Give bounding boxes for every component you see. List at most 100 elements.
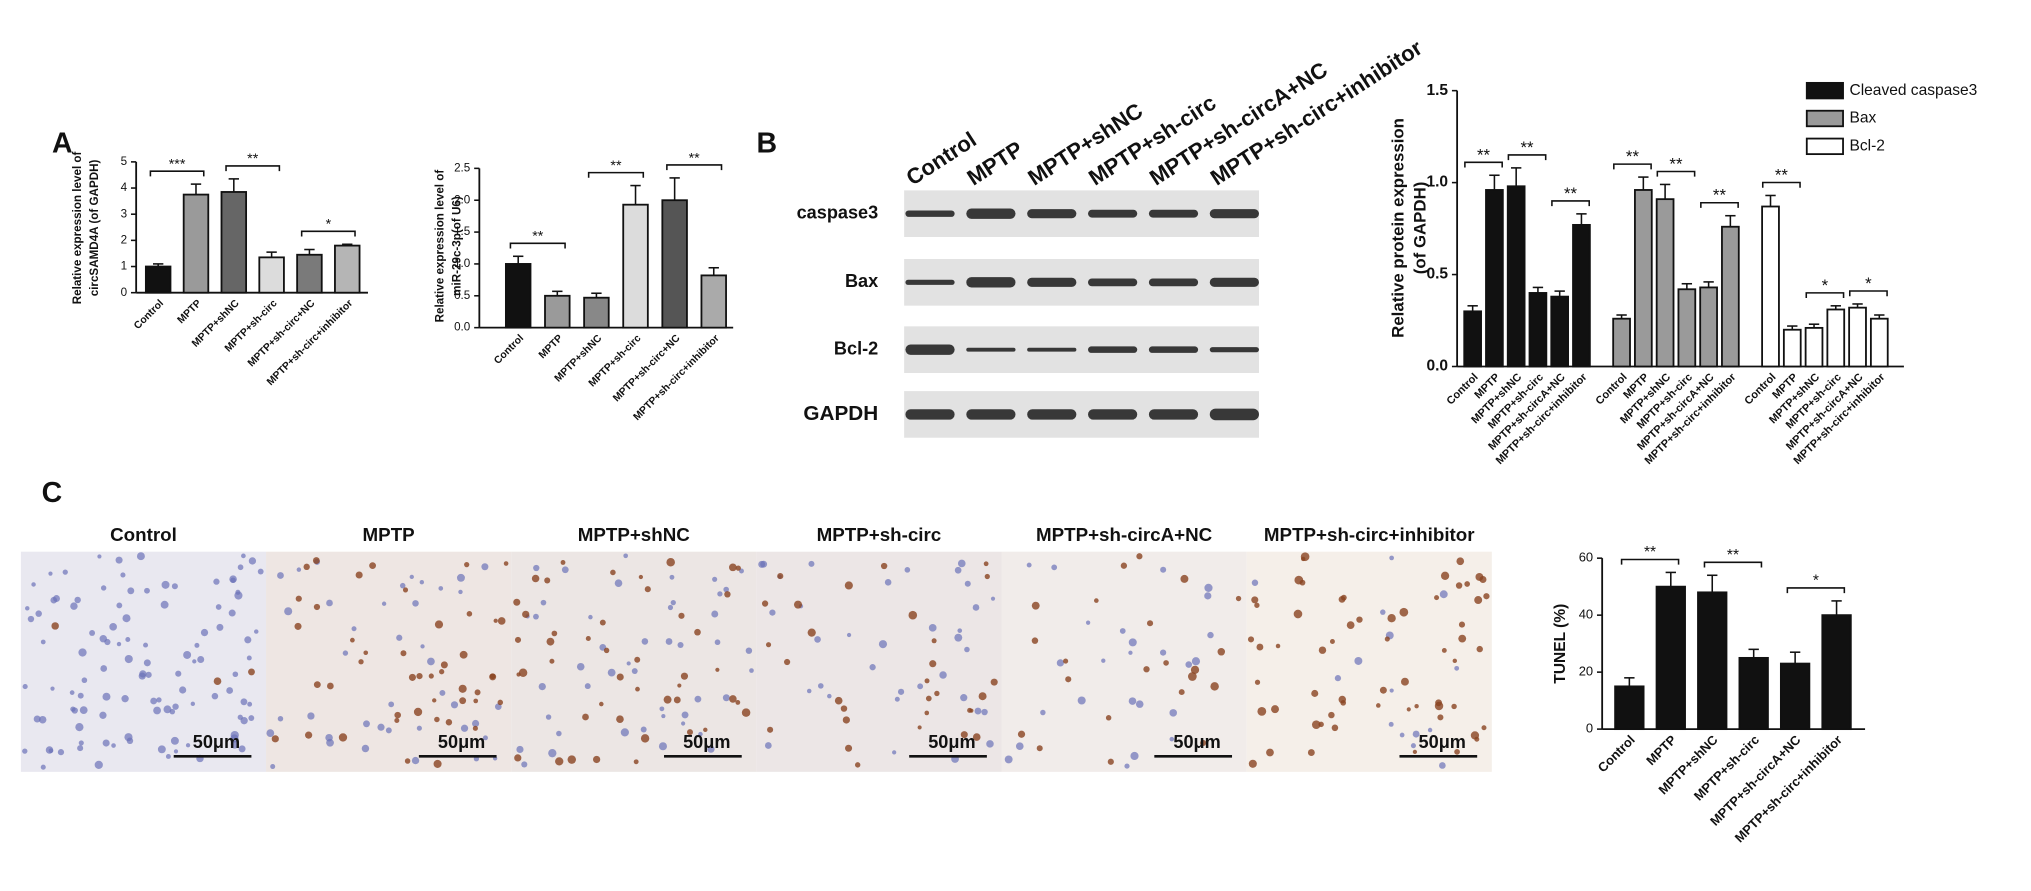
nucleus bbox=[1300, 556, 1306, 562]
nucleus bbox=[192, 659, 197, 664]
nucleus bbox=[232, 671, 239, 678]
significance-label: ** bbox=[610, 158, 622, 174]
nucleus bbox=[89, 630, 96, 636]
nucleus bbox=[1410, 743, 1416, 749]
nucleus bbox=[897, 688, 905, 695]
nucleus bbox=[694, 695, 702, 703]
nucleus bbox=[284, 607, 293, 616]
nucleus bbox=[1210, 682, 1219, 691]
nucleus bbox=[115, 556, 123, 564]
nucleus bbox=[703, 727, 708, 733]
nucleus bbox=[503, 561, 509, 566]
nucleus bbox=[50, 596, 58, 604]
significance-label: ** bbox=[247, 151, 259, 167]
bar bbox=[1848, 306, 1867, 368]
significance-label: ** bbox=[1775, 166, 1789, 185]
nucleus bbox=[957, 559, 966, 568]
nucleus bbox=[77, 692, 84, 699]
nucleus bbox=[1169, 709, 1177, 717]
legend-label: Bcl-2 bbox=[1850, 137, 1885, 154]
nucleus bbox=[419, 580, 425, 585]
nucleus bbox=[145, 671, 152, 678]
nucleus bbox=[599, 701, 604, 707]
bar bbox=[700, 274, 727, 329]
nucleus bbox=[197, 656, 205, 664]
bar bbox=[1721, 225, 1740, 368]
nucleus bbox=[1427, 727, 1433, 733]
nucleus bbox=[294, 622, 302, 630]
nucleus bbox=[240, 698, 248, 706]
nucleus bbox=[481, 563, 489, 571]
nucleus bbox=[1124, 763, 1130, 769]
nucleus bbox=[641, 638, 649, 645]
significance-bracket bbox=[1551, 200, 1590, 207]
nucleus bbox=[582, 713, 589, 721]
nucleus bbox=[735, 565, 741, 571]
nucleus bbox=[369, 562, 376, 570]
y-tick-label: 1 bbox=[121, 260, 127, 273]
nucleus bbox=[518, 668, 528, 677]
nucleus bbox=[1389, 555, 1394, 561]
nucleus bbox=[584, 683, 591, 690]
nucleus bbox=[153, 706, 161, 715]
band bbox=[1088, 278, 1138, 287]
nucleus bbox=[673, 696, 681, 704]
nucleus bbox=[978, 692, 987, 701]
nucleus bbox=[35, 610, 42, 617]
bar bbox=[1506, 185, 1526, 368]
nucleus bbox=[929, 660, 937, 668]
nucleus bbox=[215, 604, 222, 610]
nucleus bbox=[767, 726, 774, 733]
nucleus bbox=[179, 686, 187, 694]
nucleus bbox=[834, 696, 843, 705]
nucleus bbox=[846, 632, 852, 638]
significance-label: ** bbox=[1520, 138, 1534, 157]
nucleus bbox=[22, 684, 28, 690]
nucleus bbox=[1146, 620, 1154, 627]
nucleus bbox=[474, 689, 481, 696]
nucleus bbox=[97, 554, 102, 559]
nucleus bbox=[1207, 631, 1214, 639]
nucleus bbox=[1474, 596, 1483, 605]
bar bbox=[622, 203, 649, 329]
significance-label: ** bbox=[1727, 547, 1739, 564]
nucleus bbox=[623, 553, 629, 559]
nucleus bbox=[1247, 636, 1255, 643]
nucleus bbox=[497, 699, 504, 706]
nucleus bbox=[125, 637, 131, 642]
nucleus bbox=[1191, 657, 1201, 666]
significance-label: * bbox=[1822, 276, 1829, 295]
y-tick-label: 2.5 bbox=[454, 161, 470, 174]
significance-bracket bbox=[1703, 561, 1763, 568]
nucleus bbox=[1476, 645, 1483, 653]
nucleus bbox=[1458, 621, 1466, 628]
nucleus bbox=[1251, 596, 1259, 604]
nucleus bbox=[1031, 637, 1039, 644]
y-axis-label: circSAMD4A (of GAPDH) bbox=[88, 159, 101, 296]
blot-strip bbox=[904, 259, 1259, 306]
nucleus bbox=[1056, 659, 1064, 667]
nucleus bbox=[173, 749, 179, 754]
nucleus bbox=[712, 576, 718, 582]
legend-label: Cleaved caspase3 bbox=[1850, 82, 1978, 99]
nucleus bbox=[764, 742, 772, 749]
nucleus bbox=[516, 672, 521, 677]
bar bbox=[1634, 189, 1653, 368]
band bbox=[1209, 277, 1259, 287]
nucleus bbox=[472, 725, 478, 731]
panel-label: B bbox=[756, 128, 777, 160]
bar bbox=[1655, 585, 1686, 731]
nucleus bbox=[1251, 579, 1259, 586]
scale-bar-label: 50μm bbox=[1419, 732, 1466, 752]
nucleus bbox=[45, 746, 54, 754]
nucleus bbox=[121, 695, 129, 703]
nucleus bbox=[1190, 665, 1200, 674]
nucleus bbox=[254, 629, 259, 634]
nucleus bbox=[194, 642, 200, 648]
y-tick-label: 0 bbox=[1586, 721, 1593, 736]
nucleus bbox=[1128, 650, 1133, 655]
nucleus bbox=[48, 571, 53, 576]
nucleus bbox=[163, 705, 172, 714]
nucleus bbox=[460, 724, 469, 732]
nucleus bbox=[892, 750, 897, 755]
